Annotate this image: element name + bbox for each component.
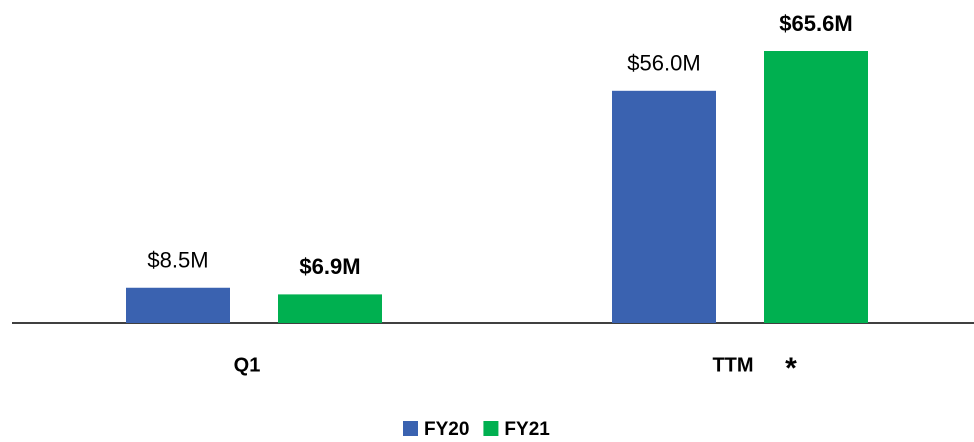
legend-swatch [403,421,418,436]
annotation: * [785,352,797,385]
x-tick-label: Q1 [234,354,261,376]
value-label: $65.6M [779,11,852,36]
bar [126,287,230,323]
legend-label: FY21 [504,419,550,440]
value-label: $6.9M [299,254,360,279]
legend-label: FY20 [424,419,469,440]
bar [612,90,716,324]
x-tick-label: TTM [712,354,753,376]
legend-swatch [483,421,499,436]
bar [764,51,868,323]
value-label: $8.5M [147,248,208,273]
value-label: $56.0M [627,51,700,76]
bar [278,294,382,323]
